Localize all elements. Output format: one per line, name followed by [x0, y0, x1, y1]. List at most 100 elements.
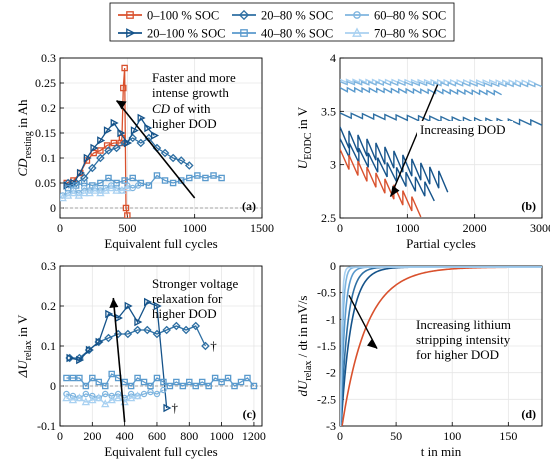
- x-axis-label: Partial cycles: [406, 236, 476, 251]
- data-point: [172, 321, 181, 331]
- plot-area: [60, 297, 262, 413]
- annotation-line-1: Increasing DOD: [420, 122, 506, 137]
- data-point: [121, 378, 128, 386]
- data-point: [134, 374, 141, 382]
- y-tick-label: 0.1: [41, 151, 56, 165]
- data-point: [110, 139, 118, 147]
- x-tick-label: 0: [337, 429, 343, 443]
- data-point: [191, 321, 201, 331]
- data-point: [202, 174, 209, 182]
- legend-marker: [240, 29, 248, 37]
- data-point: [144, 297, 153, 307]
- annotation-line-1: Faster and more: [152, 70, 236, 85]
- plot-area: [340, 266, 542, 426]
- legend-marker: [126, 28, 136, 38]
- series-line: [340, 138, 435, 202]
- data-point: [140, 390, 148, 398]
- y-axis-label: dUrelax / dt in mV/s: [295, 296, 314, 397]
- data-point: [231, 382, 238, 390]
- data-point: [244, 374, 251, 382]
- trend-arrow: [112, 297, 126, 423]
- arrow-head: [109, 298, 119, 308]
- data-point: [60, 192, 66, 199]
- data-point: [103, 126, 112, 135]
- legend-label: 40–80 % SOC: [261, 27, 333, 41]
- series-line: [340, 86, 502, 96]
- x-tick-label: 1000: [395, 221, 419, 235]
- series-line: [62, 187, 128, 199]
- data-point: [147, 382, 154, 390]
- data-point: [153, 301, 162, 311]
- data-point: [101, 382, 109, 390]
- data-point: [162, 325, 171, 335]
- data-point: [123, 183, 132, 192]
- data-point: [63, 390, 70, 398]
- data-point: [129, 184, 136, 192]
- x-tick-label: 1500: [250, 221, 274, 235]
- x-tick-label: 0: [57, 221, 63, 235]
- data-point: [72, 182, 80, 189]
- data-point: [136, 138, 146, 148]
- data-point: [177, 177, 185, 184]
- series-line: [340, 126, 449, 193]
- data-point: [120, 84, 127, 92]
- data-point: [83, 153, 92, 163]
- data-point: [60, 193, 67, 202]
- y-axis-label: UEODC in V: [295, 106, 314, 169]
- x-tick-label: 3000: [530, 221, 550, 235]
- data-point: [133, 325, 142, 335]
- legend-label: 20–100 % SOC: [147, 27, 225, 41]
- data-point: [63, 374, 70, 382]
- data-point: [127, 382, 135, 390]
- data-point: [224, 374, 232, 382]
- data-point: [97, 136, 106, 145]
- x-tick-label: 1200: [242, 429, 266, 443]
- data-point: [112, 143, 121, 153]
- annotation-line-2: intense growth: [152, 85, 229, 100]
- data-point: [123, 329, 133, 339]
- data-point: [82, 382, 90, 390]
- x-axis-label: t in min: [421, 444, 462, 459]
- y-tick-label: 2.5: [321, 211, 336, 225]
- x-tick-label: 1000: [183, 221, 207, 235]
- annotation-line-4: higher DOD: [152, 116, 217, 131]
- data-point: [76, 168, 85, 178]
- annotation-line-2: relaxation for: [152, 291, 223, 306]
- x-axis-label: Equivalent full cycles: [104, 444, 217, 459]
- data-point: [113, 393, 123, 402]
- y-tick-label: -1.5: [317, 339, 336, 353]
- data-point: [79, 173, 89, 183]
- panel-c: 0 200 400 600 800 1000 1200-0.100.10.20.3Equiv…: [15, 259, 266, 459]
- data-point: [144, 123, 153, 133]
- data-point: [63, 181, 72, 190]
- data-point: [153, 374, 161, 382]
- data-point: [176, 156, 186, 165]
- y-tick-label: 0.3: [41, 51, 56, 65]
- legend-box: [109, 2, 455, 42]
- series-line: [67, 174, 222, 189]
- data-point: [106, 183, 116, 192]
- data-point: [81, 397, 91, 406]
- data-point: [181, 325, 191, 335]
- y-tick-label: 0.1: [41, 339, 56, 353]
- data-point: [192, 382, 199, 390]
- plot-frame: [339, 265, 543, 427]
- data-point: [137, 113, 146, 123]
- data-point: [117, 128, 126, 138]
- legend-label: 70–80 % SOC: [374, 27, 446, 41]
- y-tick-label: -2: [326, 366, 336, 380]
- data-point: [186, 378, 193, 386]
- y-tick-label: 4: [330, 51, 336, 65]
- data-point: [104, 333, 113, 343]
- y-tick-label: -0.1: [37, 419, 56, 433]
- panel-b: 0 1000 2000 3000 2.5 3 3.5 4 Partial cycles UEODC…: [295, 51, 550, 251]
- data-point: [97, 179, 104, 187]
- legend-marker: [352, 27, 362, 37]
- legend-label: 0–100 % SOC: [147, 9, 219, 23]
- legend-marker: [238, 9, 250, 21]
- x-tick-label: 200: [83, 429, 101, 443]
- annotation-line-3: for higher DOD: [416, 347, 499, 362]
- arrow-head: [367, 338, 378, 349]
- data-point: [205, 382, 212, 390]
- data-point: [89, 392, 96, 400]
